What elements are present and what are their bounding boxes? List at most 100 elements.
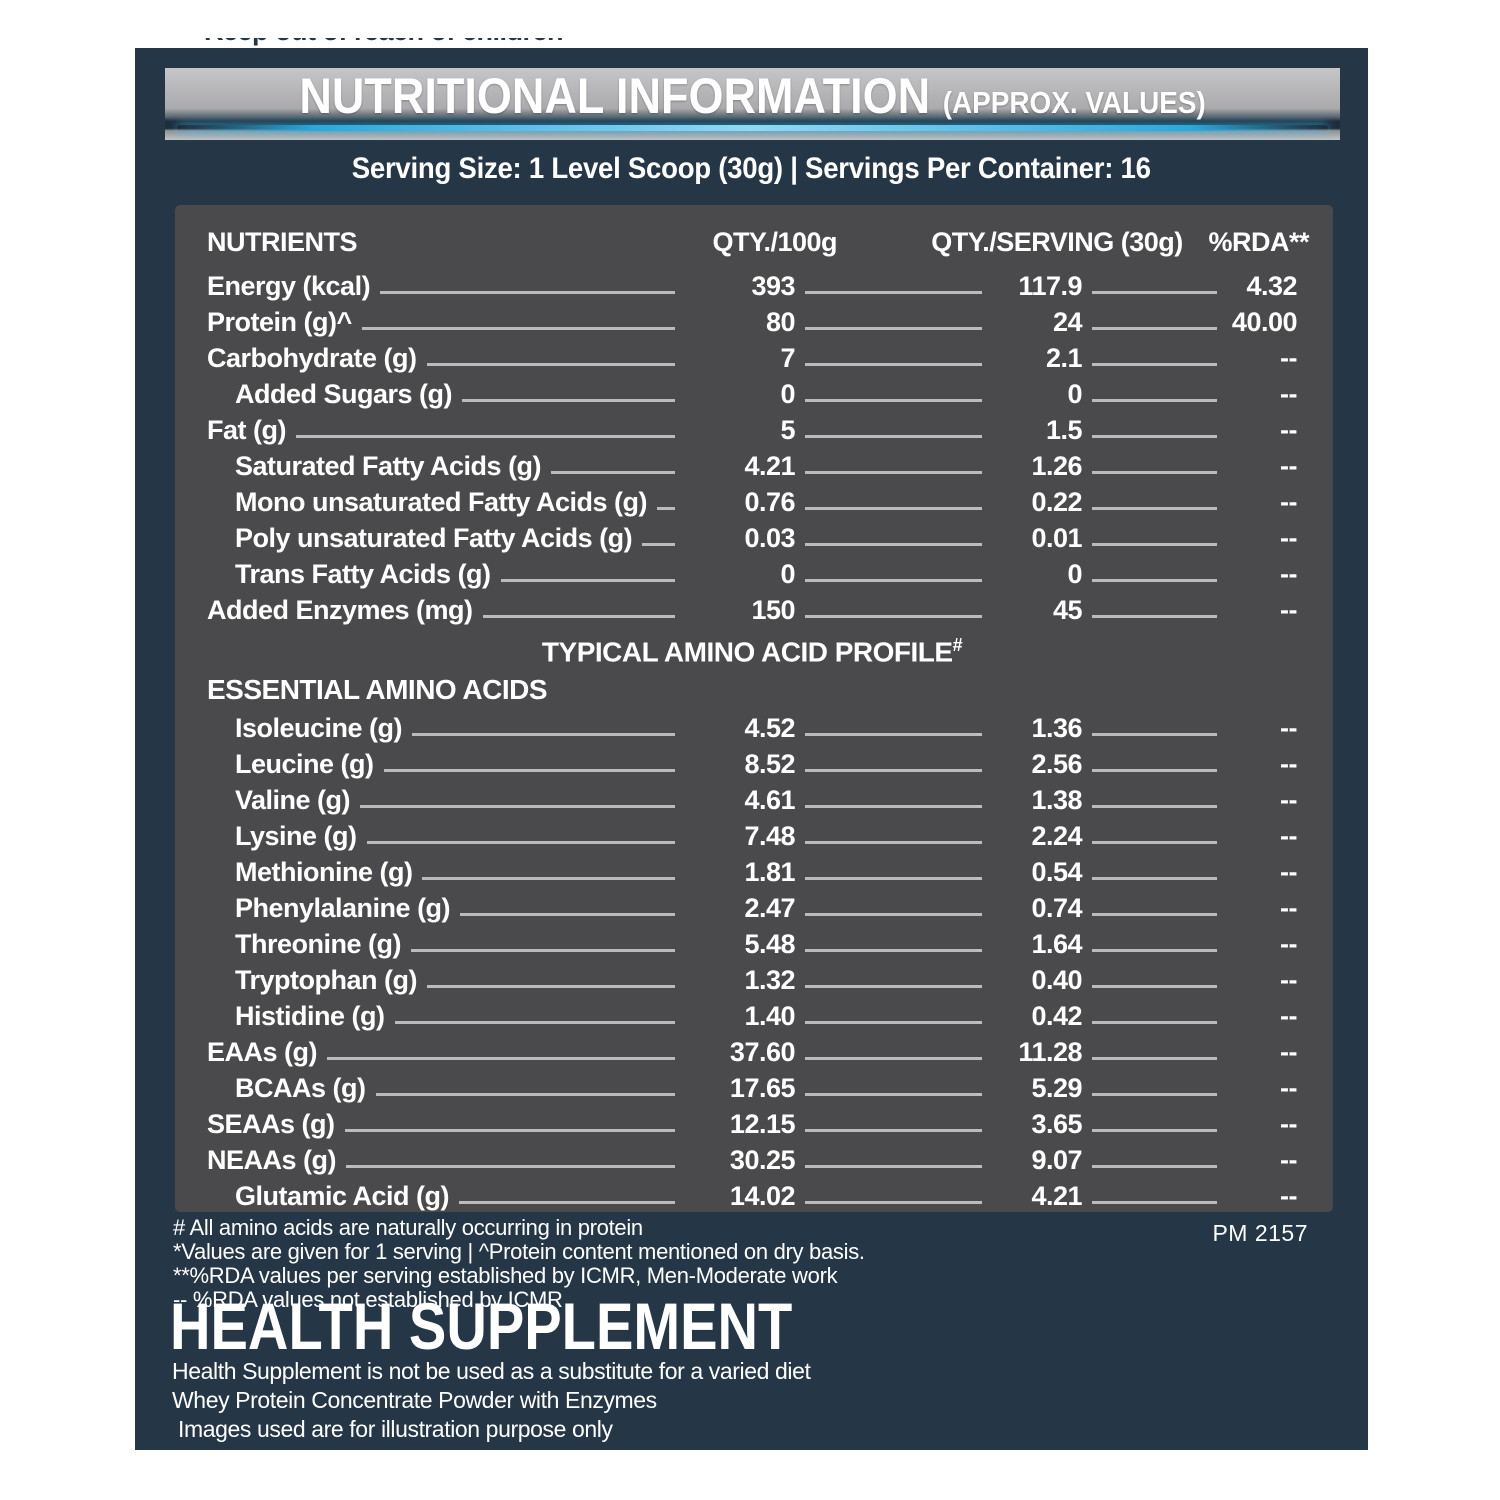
leader-line [394,1021,675,1024]
row-qty-serving: 5.29 [1031,1073,1082,1103]
leader-line [805,579,982,582]
leader-line [805,805,982,808]
leader-line [412,733,675,736]
row-rda: -- [1280,821,1297,851]
row-qty-serving: 0.40 [1031,965,1082,995]
row-qty-serving: 1.5 [1045,415,1083,445]
table-row: SEAAs (g) 12.15 3.65 -- [207,1103,1298,1139]
table-row: NEAAs (g) 30.25 9.07 -- [207,1139,1298,1175]
row-qty-100g: 4.61 [744,785,795,815]
leader-line [642,543,675,546]
leader-line [1092,1093,1217,1096]
row-qty-100g: 7.48 [744,821,795,851]
nutrition-table: NUTRIENTS QTY./100g QTY./SERVING (30g) %… [175,205,1333,1212]
row-qty-serving: 45 [1052,595,1083,625]
row-rda: -- [1280,487,1298,517]
leader-line [1092,327,1217,330]
table-row: Saturated Fatty Acids (g) 4.21 1.26 -- [207,445,1298,481]
row-qty-100g: 0 [780,559,795,589]
table-row: Added Enzymes (mg) 150 45 -- [207,589,1298,625]
row-qty-100g: 12.15 [729,1109,796,1139]
row-qty-100g: 4.21 [744,451,795,481]
leader-line [805,399,982,402]
leader-line [426,985,675,988]
row-qty-100g: 7 [780,343,795,373]
table-row: Trans Fatty Acids (g) 0 0 -- [207,553,1298,589]
row-label: Trans Fatty Acids (g) [235,559,491,589]
row-rda: -- [1280,929,1297,959]
row-label: Isoleucine (g) [235,713,403,743]
amino-profile-footnote-marker: # [952,635,963,655]
table-row: BCAAs (g) 17.65 5.29 -- [207,1067,1298,1103]
leader-line [805,949,982,952]
table-row: Threonine (g) 5.48 1.64 -- [207,923,1298,959]
table-row: EAAs (g) 37.60 11.28 -- [207,1031,1298,1067]
row-qty-serving: 1.36 [1031,713,1082,743]
leader-line [1092,507,1218,510]
table-header-row: NUTRIENTS QTY./100g QTY./SERVING (30g) %… [207,221,1309,265]
serving-info-line: Serving Size: 1 Level Scoop (30g) | Serv… [352,152,1151,185]
row-qty-100g: 0.03 [744,523,795,553]
row-rda: 40.00 [1231,307,1298,337]
page-title-qualifier: (APPROX. VALUES) [942,85,1206,120]
row-label: BCAAs (g) [235,1073,366,1103]
table-row: Phenylalanine (g) 2.47 0.74 -- [207,887,1298,923]
leader-line [805,435,982,438]
row-label: Added Sugars (g) [235,379,453,409]
leader-line [1092,291,1217,294]
leader-line [1092,877,1217,880]
footnote-line: **%RDA values per serving established by… [173,1263,838,1288]
leader-line [1092,471,1217,474]
row-qty-serving: 9.07 [1031,1145,1082,1175]
cropped-warning-text: Keep out of reach of children [204,38,624,48]
leader-line [1092,733,1217,736]
row-label: Protein (g)^ [207,307,352,337]
table-row: Lysine (g) 7.48 2.24 -- [207,815,1298,851]
row-qty-serving: 0 [1067,559,1082,589]
row-label: Methionine (g) [235,857,413,887]
leader-line [1092,579,1217,582]
row-qty-100g: 1.81 [744,857,795,887]
col-header-qty-100g: QTY./100g [712,227,837,257]
leader-line [805,327,982,330]
leader-line [805,1129,982,1132]
row-qty-serving: 2.1 [1045,343,1083,373]
row-qty-100g: 5 [780,415,795,445]
row-rda: -- [1280,523,1297,553]
disclaimer-line: Health Supplement is not be used as a su… [172,1358,811,1384]
row-qty-serving: 3.65 [1031,1109,1082,1139]
row-qty-100g: 4.52 [744,713,795,743]
row-qty-serving: 0.42 [1031,1001,1082,1031]
leader-line [361,327,675,330]
leader-line [1092,805,1217,808]
leader-line [1092,435,1217,438]
leader-line [1092,363,1217,366]
leader-line [805,1021,982,1024]
row-qty-100g: 80 [765,307,796,337]
leader-line [805,1057,982,1060]
row-rda: -- [1280,595,1297,625]
row-qty-serving: 0.54 [1031,857,1082,887]
leader-line [1092,543,1217,546]
leader-line [1092,949,1217,952]
row-qty-100g: 14.02 [729,1181,796,1211]
row-rda: -- [1280,1181,1297,1211]
table-row: Added Sugars (g) 0 0 -- [207,373,1298,409]
bottom-disclaimer-lines: Health Supplement is not be used as a su… [172,1358,811,1447]
product-code: PM 2157 [1212,1220,1308,1246]
row-rda: -- [1280,1037,1297,1067]
row-label: Added Enzymes (mg) [207,595,473,625]
leader-line [1092,1201,1217,1204]
row-qty-serving: 2.56 [1031,749,1082,779]
leader-line [380,291,675,294]
row-label: Glutamic Acid (g) [235,1181,450,1211]
leader-line [459,1201,675,1204]
leader-line [462,399,675,402]
leader-line [805,1093,982,1096]
row-qty-100g: 393 [751,271,795,301]
row-qty-100g: 17.65 [729,1073,796,1103]
leader-line [1092,985,1217,988]
leader-line [805,543,982,546]
leader-line [805,769,982,772]
